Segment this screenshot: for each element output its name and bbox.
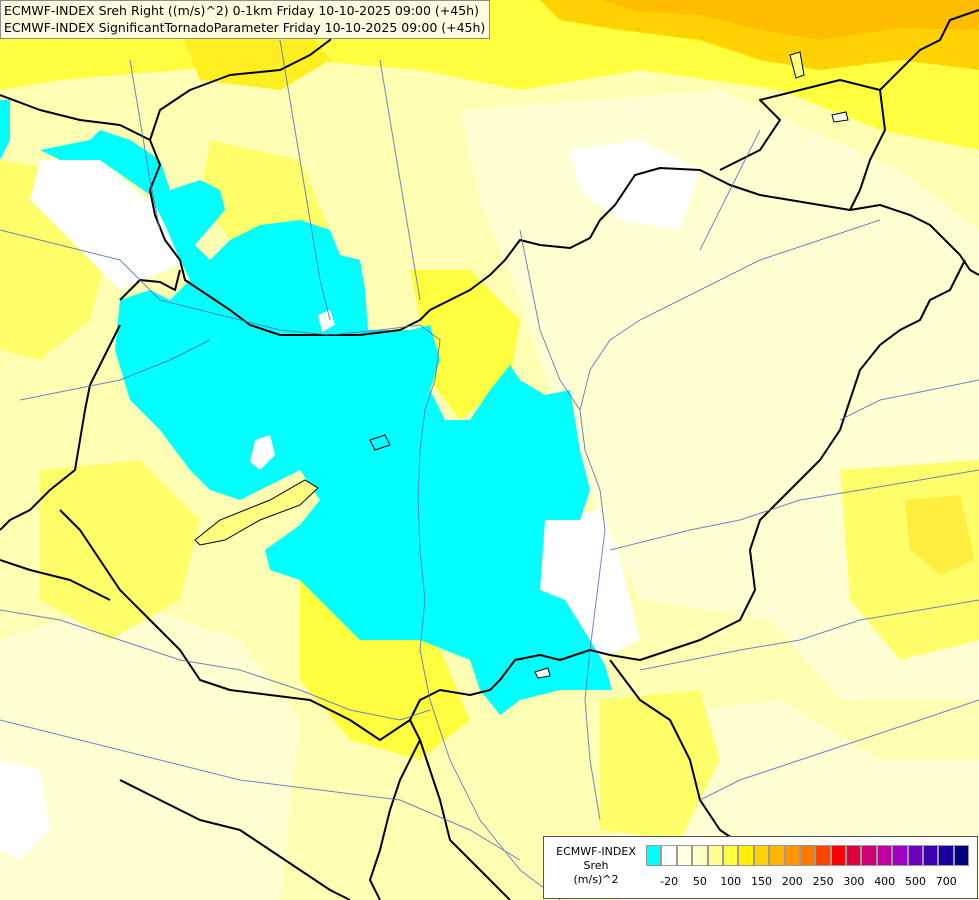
legend-tick-label: -20 xyxy=(660,875,679,888)
pale-field-south xyxy=(0,600,300,900)
river-koros xyxy=(609,469,979,551)
legend-ticks: -20 50 100 150 200 250 300 400 500 700 xyxy=(646,875,976,891)
yellow-patch-southeast xyxy=(600,690,720,840)
border-north-east xyxy=(719,9,979,171)
legend-tick-label: 200 xyxy=(781,875,803,888)
lake-velence xyxy=(369,434,391,451)
legend-swatch xyxy=(753,845,770,866)
legend-swatch xyxy=(738,845,754,866)
orange-core-north xyxy=(600,0,979,40)
legend-title-line-1: ECMWF-INDEX xyxy=(556,845,636,858)
lake-balaton-outline xyxy=(194,479,319,546)
border-hungary-serbia xyxy=(409,689,511,900)
legend-tick-label: 150 xyxy=(751,875,772,888)
legend-swatch xyxy=(676,845,693,866)
cyan-region-main xyxy=(40,130,612,715)
gold-patch-east xyxy=(905,495,975,575)
legend-tick-label: 400 xyxy=(874,875,896,888)
river-olt xyxy=(839,379,979,421)
river-mures xyxy=(639,599,979,671)
legend-tick-label: 300 xyxy=(843,875,865,888)
lake-small-east xyxy=(831,111,849,123)
white-pocket-west xyxy=(30,160,190,290)
river-morava xyxy=(129,59,161,231)
border-slovenia xyxy=(0,559,111,601)
legend-swatch xyxy=(784,845,800,866)
white-hole-2 xyxy=(318,310,335,332)
legend-swatch xyxy=(769,845,785,866)
legend-title-line-3: (m/s)^2 xyxy=(573,873,619,886)
legend-tick-label: 500 xyxy=(905,875,926,888)
legend-title: ECMWF-INDEX Sreh (m/s)^2 xyxy=(550,845,642,887)
border-austria-hungary xyxy=(119,269,181,301)
legend-swatch xyxy=(799,845,816,866)
river-hron xyxy=(379,59,421,301)
legend-swatch xyxy=(692,845,708,866)
legend-swatch xyxy=(938,845,954,866)
legend-tick-label: 50 xyxy=(692,875,707,888)
river-zagyva xyxy=(519,229,581,411)
border-croatia-south xyxy=(59,509,411,741)
legend-swatch xyxy=(815,845,831,866)
border-romania-south xyxy=(609,659,751,851)
legend-swatch xyxy=(830,845,847,866)
yellow-patch-southwest xyxy=(40,460,200,640)
legend-swatches xyxy=(646,845,970,866)
legend-swatch xyxy=(923,845,939,866)
river-bodrog xyxy=(699,129,761,251)
border-ukraine-romania xyxy=(489,259,966,691)
title-line-2: ECMWF-INDEX SignificantTornadoParameter … xyxy=(4,20,486,35)
title-line-1: ECMWF-INDEX Sreh Right ((m/s)^2) 0-1km F… xyxy=(4,3,479,18)
legend-tick-label: 100 xyxy=(720,875,742,888)
legend-tick-label: 250 xyxy=(812,875,834,888)
border-serbia-west xyxy=(369,739,421,900)
river-sava xyxy=(0,719,521,861)
white-pocket-southwest xyxy=(0,760,50,860)
legend-swatch xyxy=(722,845,739,866)
legend-swatch xyxy=(707,845,723,866)
legend-swatch xyxy=(876,845,893,866)
white-hole-1 xyxy=(250,435,275,470)
legend-swatch xyxy=(907,845,924,866)
river-raba xyxy=(19,339,211,401)
legend-title-line-2: Sreh xyxy=(583,859,609,872)
yellow-patch-center xyxy=(410,270,520,420)
border-slovakia-north xyxy=(149,0,331,141)
lake-small-north xyxy=(789,51,805,79)
legend-swatch xyxy=(646,845,662,866)
river-vah xyxy=(279,39,331,321)
border-north-slovakia-ua xyxy=(849,89,886,211)
white-pocket-north xyxy=(570,140,700,230)
legend-swatch xyxy=(661,845,677,866)
river-timis xyxy=(699,699,979,801)
map-title-box: ECMWF-INDEX Sreh Right ((m/s)^2) 0-1km F… xyxy=(0,0,491,39)
legend-swatch xyxy=(846,845,862,866)
legend-swatch xyxy=(892,845,908,866)
lake-small-south xyxy=(534,667,551,679)
legend-tick-label: 700 xyxy=(935,875,957,888)
legend-swatch xyxy=(953,845,970,866)
cyan-region-west-strip xyxy=(0,100,10,160)
rivers xyxy=(0,39,979,900)
border-bosnia xyxy=(119,779,351,900)
border-hungary-croatia xyxy=(0,324,121,531)
legend-swatch xyxy=(861,845,877,866)
river-tisza xyxy=(579,219,881,821)
river-danube xyxy=(0,229,561,900)
color-legend: ECMWF-INDEX Sreh (m/s)^2 -20 50 100 150 200 2… xyxy=(543,836,978,899)
river-drava xyxy=(0,609,431,721)
